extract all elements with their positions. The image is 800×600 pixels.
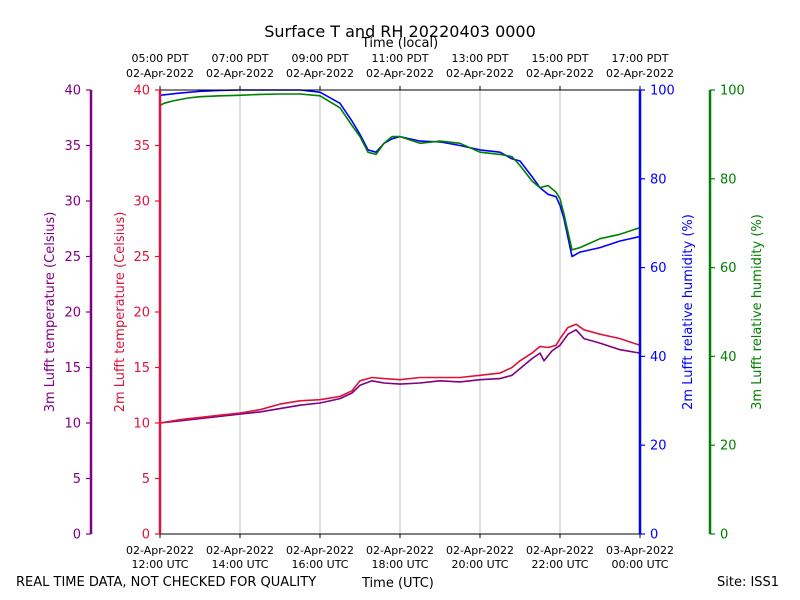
x-tick-label-utc-time: 16:00 UTC [291,558,348,571]
y-tick-label-rh3m: 80 [720,172,737,187]
x-tick-label-utc-date: 02-Apr-2022 [446,544,514,557]
y-tick-label-rh3m: 60 [720,261,737,276]
y-tick-label-temp3m: 5 [73,472,81,487]
y-tick-label-temp2m: 35 [133,139,150,154]
y-tick-label-temp2m: 40 [133,84,150,99]
y-tick-label-rh3m: 40 [720,350,737,365]
y-tick-label-temp2m: 25 [133,250,150,265]
x-tick-label-utc-time: 18:00 UTC [371,558,428,571]
series-line-rh3m [159,93,641,251]
ylabel-rh2m: 2m Lufft relative humidity (%) [681,214,696,410]
top-tick-label-local-time: 17:00 PDT [611,52,668,65]
x-tick-label-utc-date: 02-Apr-2022 [366,544,434,557]
y-tick-label-temp3m: 20 [64,306,81,321]
x-tick-label-utc-time: 00:00 UTC [611,558,668,571]
x-tick-label-utc-time: 20:00 UTC [451,558,508,571]
y-tick-label-rh2m: 100 [650,84,675,99]
top-tick-label-local-date: 02-Apr-2022 [206,67,274,80]
ylabel-temp2m: 2m Lufft temperature (Celsius) [113,212,128,413]
y-tick-label-rh2m: 80 [650,172,667,187]
x-axis-label: Time (UTC) [362,576,434,591]
x-tick-label-utc-date: 03-Apr-2022 [606,544,674,557]
top-tick-label-local-date: 02-Apr-2022 [606,67,674,80]
top-tick-label-local-time: 05:00 PDT [131,52,188,65]
y-tick-label-rh3m: 0 [720,528,728,543]
series-line-temp2m [159,323,641,424]
x-tick-label-utc-date: 02-Apr-2022 [526,544,594,557]
y-tick-label-temp3m: 30 [64,195,81,210]
x-tick-label-utc-time: 14:00 UTC [211,558,268,571]
y-tick-label-temp2m: 15 [133,361,150,376]
top-tick-label-local-date: 02-Apr-2022 [526,67,594,80]
top-tick-label-local-date: 02-Apr-2022 [366,67,434,80]
y-axes: 0 5 10 15 20 25 30 35 40 0 5 10 15 20 25 30 35 40 0 20 40 60 8… [64,84,744,543]
y-tick-label-rh3m: 100 [720,84,745,99]
chart-title: Surface T and RH 20220403 0000 [264,22,536,41]
y-tick-label-temp2m: 30 [133,195,150,210]
y-tick-label-temp3m: 10 [64,417,81,432]
y-tick-label-temp2m: 20 [133,306,150,321]
top-tick-label-local-time: 13:00 PDT [451,52,508,65]
y-tick-label-rh2m: 0 [650,528,658,543]
top-tick-label-local-date: 02-Apr-2022 [446,67,514,80]
top-tick-label-local-time: 09:00 PDT [291,52,348,65]
x-tick-label-utc-date: 02-Apr-2022 [286,544,354,557]
y-tick-label-temp2m: 5 [142,472,150,487]
top-tick-label-local-time: 15:00 PDT [531,52,588,65]
top-tick-label-local-time: 07:00 PDT [211,52,268,65]
y-tick-label-rh2m: 20 [650,439,667,454]
y-tick-label-temp3m: 40 [64,84,81,99]
x-tick-label-utc-time: 12:00 UTC [131,558,188,571]
top-tick-label-local-date: 02-Apr-2022 [126,67,194,80]
site-label: Site: ISS1 [717,575,780,590]
x-tick-label-utc-date: 02-Apr-2022 [206,544,274,557]
top-tick-label-local-time: 11:00 PDT [371,52,428,65]
y-tick-label-rh2m: 40 [650,350,667,365]
vertical-gridlines [239,90,561,534]
quality-disclaimer: REAL TIME DATA, NOT CHECKED FOR QUALITY [16,575,317,590]
series-line-temp3m [159,328,641,424]
y-tick-label-temp3m: 35 [64,139,81,154]
top-tick-label-local-date: 02-Apr-2022 [286,67,354,80]
top-axis-title: Time (local) [361,36,438,51]
x-tick-label-utc-date: 02-Apr-2022 [126,544,194,557]
y-tick-label-temp3m: 0 [73,528,81,543]
ylabel-temp3m: 3m Lufft temperature (Celsius) [43,212,58,413]
y-tick-label-rh3m: 20 [720,439,737,454]
y-tick-label-temp2m: 10 [133,417,150,432]
x-tick-label-utc-time: 22:00 UTC [531,558,588,571]
y-tick-label-temp2m: 0 [142,528,150,543]
y-tick-label-rh2m: 60 [650,261,667,276]
y-tick-label-temp3m: 15 [64,361,81,376]
y-tick-label-temp3m: 25 [64,250,81,265]
ylabel-rh3m: 3m Lufft relative humidity (%) [750,214,765,410]
